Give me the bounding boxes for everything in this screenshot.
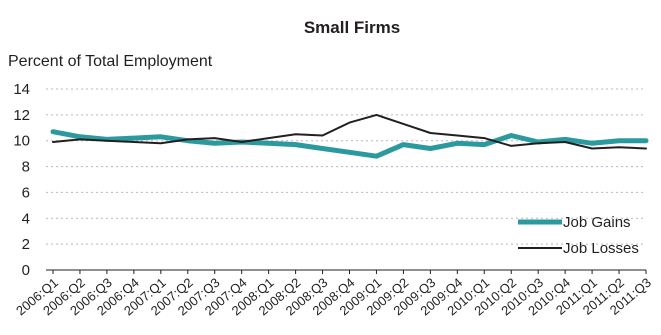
y-tick-label: 6	[22, 184, 30, 201]
series-line-job-losses	[52, 113, 647, 150]
y-tick-labels: 0 2 4 6 8 10 12 14	[13, 81, 30, 279]
legend: Job Gains Job Losses	[518, 214, 639, 257]
legend-label: Job Gains	[563, 214, 631, 231]
series-lines	[50, 113, 649, 159]
legend-label: Job Losses	[563, 240, 639, 257]
chart-title: Small Firms	[304, 18, 400, 37]
y-tick-label: 0	[22, 262, 30, 279]
y-tick-label: 2	[22, 236, 30, 253]
y-tick-label: 4	[22, 210, 30, 227]
y-tick-label: 14	[13, 81, 30, 98]
gridlines	[46, 88, 646, 271]
y-tick-label: 12	[13, 107, 30, 124]
y-tick-label: 8	[22, 159, 30, 176]
series-line-job-gains	[50, 129, 649, 159]
x-tick-labels: 2006:Q12006:Q22006:Q32006:Q42007:Q12007:…	[13, 270, 654, 318]
y-axis-label: Percent of Total Employment	[8, 53, 213, 70]
y-tick-label: 10	[13, 133, 30, 150]
